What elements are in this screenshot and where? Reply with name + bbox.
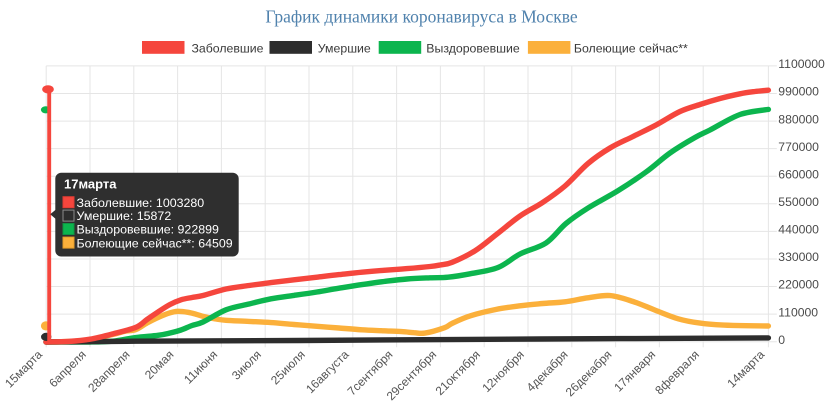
- svg-text:330000: 330000: [778, 250, 819, 264]
- svg-text:550000: 550000: [778, 195, 819, 209]
- svg-text:Умершие: 15872: Умершие: 15872: [77, 209, 172, 223]
- svg-text:25июля: 25июля: [268, 348, 308, 388]
- svg-text:0: 0: [778, 333, 785, 347]
- svg-text:880000: 880000: [778, 112, 819, 126]
- svg-text:440000: 440000: [778, 223, 819, 237]
- svg-text:Болеющие сейчас**: Болеющие сейчас**: [574, 41, 688, 55]
- svg-text:1100000: 1100000: [778, 57, 825, 71]
- svg-text:220000: 220000: [778, 278, 819, 292]
- svg-text:Выздоровевшие: 922899: Выздоровевшие: 922899: [77, 223, 219, 237]
- svg-text:770000: 770000: [778, 140, 819, 154]
- svg-text:110000: 110000: [778, 305, 818, 319]
- svg-text:660000: 660000: [778, 167, 819, 181]
- svg-text:17марта: 17марта: [64, 177, 117, 192]
- svg-text:Болеющие сейчас**: 64509: Болеющие сейчас**: 64509: [77, 236, 233, 250]
- svg-text:990000: 990000: [778, 85, 819, 99]
- svg-text:Заболевшие: 1003280: Заболевшие: 1003280: [77, 196, 205, 210]
- svg-text:Умершие: Умершие: [318, 41, 371, 55]
- svg-text:Выздоровевшие: Выздоровевшие: [426, 41, 520, 55]
- svg-text:3июля: 3июля: [229, 348, 264, 383]
- svg-text:21октября: 21октября: [433, 348, 483, 398]
- svg-text:Заболевшие: Заболевшие: [192, 41, 264, 55]
- svg-text:График динамики коронавируса в: График динамики коронавируса в Москве: [265, 7, 578, 27]
- svg-text:14марта: 14марта: [724, 347, 767, 390]
- svg-text:12ноября: 12ноября: [479, 348, 526, 395]
- svg-text:28апреля: 28апреля: [85, 348, 132, 395]
- svg-text:15марта: 15марта: [2, 347, 45, 390]
- svg-text:20мая: 20мая: [142, 348, 176, 382]
- svg-text:8февраля: 8февраля: [652, 348, 702, 398]
- svg-text:6апреля: 6апреля: [46, 348, 89, 391]
- svg-text:11июня: 11июня: [181, 348, 220, 387]
- svg-text:26декабря: 26декабря: [563, 348, 615, 400]
